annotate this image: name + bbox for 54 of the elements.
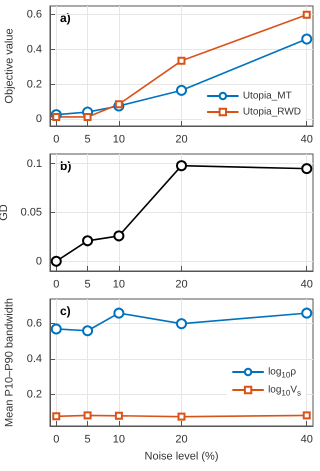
y-tick-label: 0.4 xyxy=(26,352,42,365)
x-tick-label: 20 xyxy=(175,134,188,146)
y-tick-label: 0.05 xyxy=(20,206,42,218)
y-axis-title: Mean P10–P90 bandwidth xyxy=(4,298,16,428)
x-tick-label: 5 xyxy=(84,134,91,146)
x-tick-label: 5 xyxy=(84,434,91,446)
point xyxy=(84,411,92,420)
point xyxy=(301,308,312,319)
x-tick-label: 40 xyxy=(300,434,313,446)
point xyxy=(178,56,186,65)
y-tick-label: 0.6 xyxy=(26,318,42,330)
point xyxy=(302,10,311,19)
x-tick-label: 5 xyxy=(84,278,91,290)
x-axis-title: Noise level (%) xyxy=(144,450,218,462)
point xyxy=(52,112,60,121)
point xyxy=(82,235,94,246)
y-tick-label: 0.2 xyxy=(26,388,42,400)
annotation: a) xyxy=(60,11,71,25)
x-tick-label: 0 xyxy=(53,434,60,446)
point xyxy=(178,412,186,421)
point xyxy=(301,163,312,174)
annotation: c) xyxy=(60,304,71,318)
point xyxy=(176,160,187,172)
x-tick-label: 20 xyxy=(175,434,188,446)
x-tick-label: 10 xyxy=(112,278,126,290)
y-tick-label: 0.1 xyxy=(26,158,42,170)
point xyxy=(302,411,311,420)
x-tick-label: 10 xyxy=(112,134,126,146)
point xyxy=(114,100,123,108)
point xyxy=(113,308,124,319)
x-tick-label: 0 xyxy=(53,278,60,290)
x-tick-label: 40 xyxy=(300,134,313,146)
x-tick-label: 10 xyxy=(112,434,126,446)
point xyxy=(50,256,62,267)
x-tick-label: 0 xyxy=(53,134,60,146)
legend-label: Utopia_RWD xyxy=(242,106,302,118)
y-axis-title: Objective value xyxy=(4,28,16,104)
legend-label: Utopia_MT xyxy=(242,90,292,102)
point xyxy=(176,84,187,96)
x-tick-label: 20 xyxy=(175,278,188,290)
point xyxy=(176,318,187,330)
y-tick-label: 0 xyxy=(36,113,42,126)
y-tick-label: 0.6 xyxy=(26,8,42,21)
y-tick-label: 0 xyxy=(36,255,42,268)
x-tick-label: 40 xyxy=(300,278,313,290)
point xyxy=(301,34,312,45)
y-tick-label: 0.4 xyxy=(26,43,42,56)
point xyxy=(84,112,92,121)
point xyxy=(113,230,124,242)
point xyxy=(114,412,123,420)
y-tick-label: 0.2 xyxy=(26,78,42,90)
point xyxy=(50,323,62,334)
point xyxy=(82,325,94,336)
point xyxy=(52,412,60,420)
